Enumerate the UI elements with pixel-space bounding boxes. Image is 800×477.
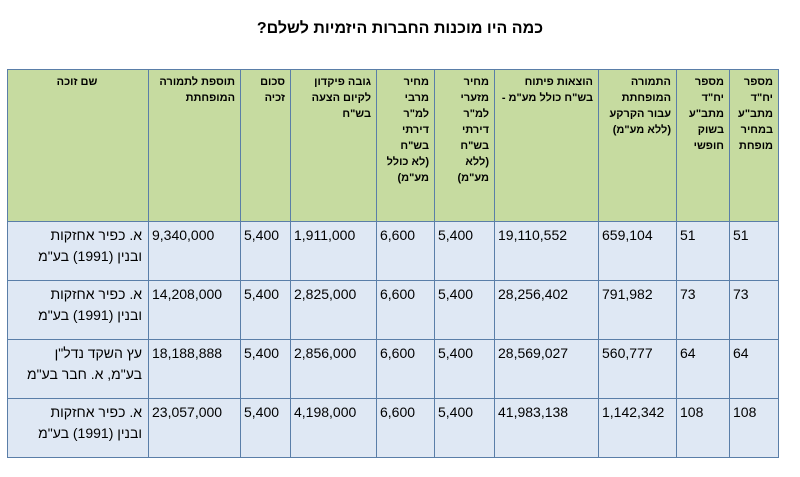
header-win-sum: סכום זכיה: [240, 69, 291, 222]
winner-line-1: א. כפיר אחזקות: [50, 227, 142, 243]
cell-dev-costs: 28,569,027: [494, 339, 599, 399]
cell-win-sum: 5,400: [240, 398, 291, 458]
header-land-comp: התמורה המופחתת עבור הקרקע (ללא מע"מ): [598, 69, 677, 222]
cell-units-mitachat: 108: [729, 398, 779, 458]
winners-table: מספר יח"ד מתב"ע במחיר מופחת מספר יח"ד מת…: [7, 69, 779, 458]
cell-units-free: 108: [676, 398, 730, 458]
cell-max-price: 6,600: [376, 221, 435, 281]
cell-units-mitachat: 51: [729, 221, 779, 281]
cell-min-price: 5,400: [434, 339, 495, 399]
header-row: מספר יח"ד מתב"ע במחיר מופחת מספר יח"ד מת…: [7, 69, 779, 222]
cell-winner: א. כפיר אחזקות ובנין (1991) בע"מ: [7, 280, 149, 340]
header-units-free: מספר יח"ד מתב"ע בשוק חופשי: [676, 69, 730, 222]
winner-line-2: ובנין (1991) בע"מ: [38, 248, 142, 264]
winner-line-2: ובנין (1991) בע"מ: [38, 425, 142, 441]
cell-land-comp: 560,777: [598, 339, 677, 399]
table-row: 51 51 659,104 19,110,552 5,400 6,600 1,9…: [7, 221, 779, 281]
cell-units-free: 64: [676, 339, 730, 399]
header-deposit: גובה פיקדון לקיום הצעה בש"ח: [290, 69, 377, 222]
header-min-price: מחיר מזערי למ"ר דירתי בש"ח (ללא מע"מ): [434, 69, 495, 222]
cell-units-mitachat: 64: [729, 339, 779, 399]
cell-addition: 18,188,888: [148, 339, 241, 399]
cell-dev-costs: 41,983,138: [494, 398, 599, 458]
cell-max-price: 6,600: [376, 398, 435, 458]
cell-land-comp: 1,142,342: [598, 398, 677, 458]
cell-winner: עץ השקד נדל"ן בע"מ, א. חבר בע"מ: [7, 339, 149, 399]
winner-line-2: ובנין (1991) בע"מ: [38, 307, 142, 323]
cell-addition: 9,340,000: [148, 221, 241, 281]
header-dev-costs: הוצאות פיתוח בש"ח כולל מע"מ -: [494, 69, 599, 222]
cell-max-price: 6,600: [376, 280, 435, 340]
cell-min-price: 5,400: [434, 221, 495, 281]
cell-land-comp: 659,104: [598, 221, 677, 281]
cell-addition: 23,057,000: [148, 398, 241, 458]
winner-line-1: עץ השקד נדל"ן: [54, 345, 142, 361]
cell-dev-costs: 19,110,552: [494, 221, 599, 281]
winner-line-2: בע"מ, א. חבר בע"מ: [27, 366, 142, 382]
table-row: 73 73 791,982 28,256,402 5,400 6,600 2,8…: [7, 280, 779, 340]
cell-deposit: 1,911,000: [290, 221, 377, 281]
cell-dev-costs: 28,256,402: [494, 280, 599, 340]
cell-land-comp: 791,982: [598, 280, 677, 340]
cell-max-price: 6,600: [376, 339, 435, 399]
header-addition: תוספת לתמורה המופחתת: [148, 69, 241, 222]
cell-min-price: 5,400: [434, 398, 495, 458]
winner-line-1: א. כפיר אחזקות: [50, 286, 142, 302]
cell-units-free: 73: [676, 280, 730, 340]
cell-deposit: 4,198,000: [290, 398, 377, 458]
table-row: 108 108 1,142,342 41,983,138 5,400 6,600…: [7, 398, 779, 458]
page-title: כמה היו מוכנות החברות היזמיות לשלם?: [256, 20, 544, 37]
header-units-mitachat: מספר יח"ד מתב"ע במחיר מופחת: [729, 69, 779, 222]
cell-units-free: 51: [676, 221, 730, 281]
header-winner: שם זוכה: [7, 69, 149, 222]
cell-win-sum: 5,400: [240, 221, 291, 281]
winner-line-1: א. כפיר אחזקות: [50, 404, 142, 420]
cell-units-mitachat: 73: [729, 280, 779, 340]
cell-winner: א. כפיר אחזקות ובנין (1991) בע"מ: [7, 398, 149, 458]
cell-deposit: 2,825,000: [290, 280, 377, 340]
table-row: 64 64 560,777 28,569,027 5,400 6,600 2,8…: [7, 339, 779, 399]
cell-win-sum: 5,400: [240, 339, 291, 399]
cell-addition: 14,208,000: [148, 280, 241, 340]
cell-win-sum: 5,400: [240, 280, 291, 340]
cell-min-price: 5,400: [434, 280, 495, 340]
cell-deposit: 2,856,000: [290, 339, 377, 399]
cell-winner: א. כפיר אחזקות ובנין (1991) בע"מ: [7, 221, 149, 281]
header-max-price: מחיר מרבי למ"ר דירתי בש"ח (לא כולל מע"מ): [376, 69, 435, 222]
